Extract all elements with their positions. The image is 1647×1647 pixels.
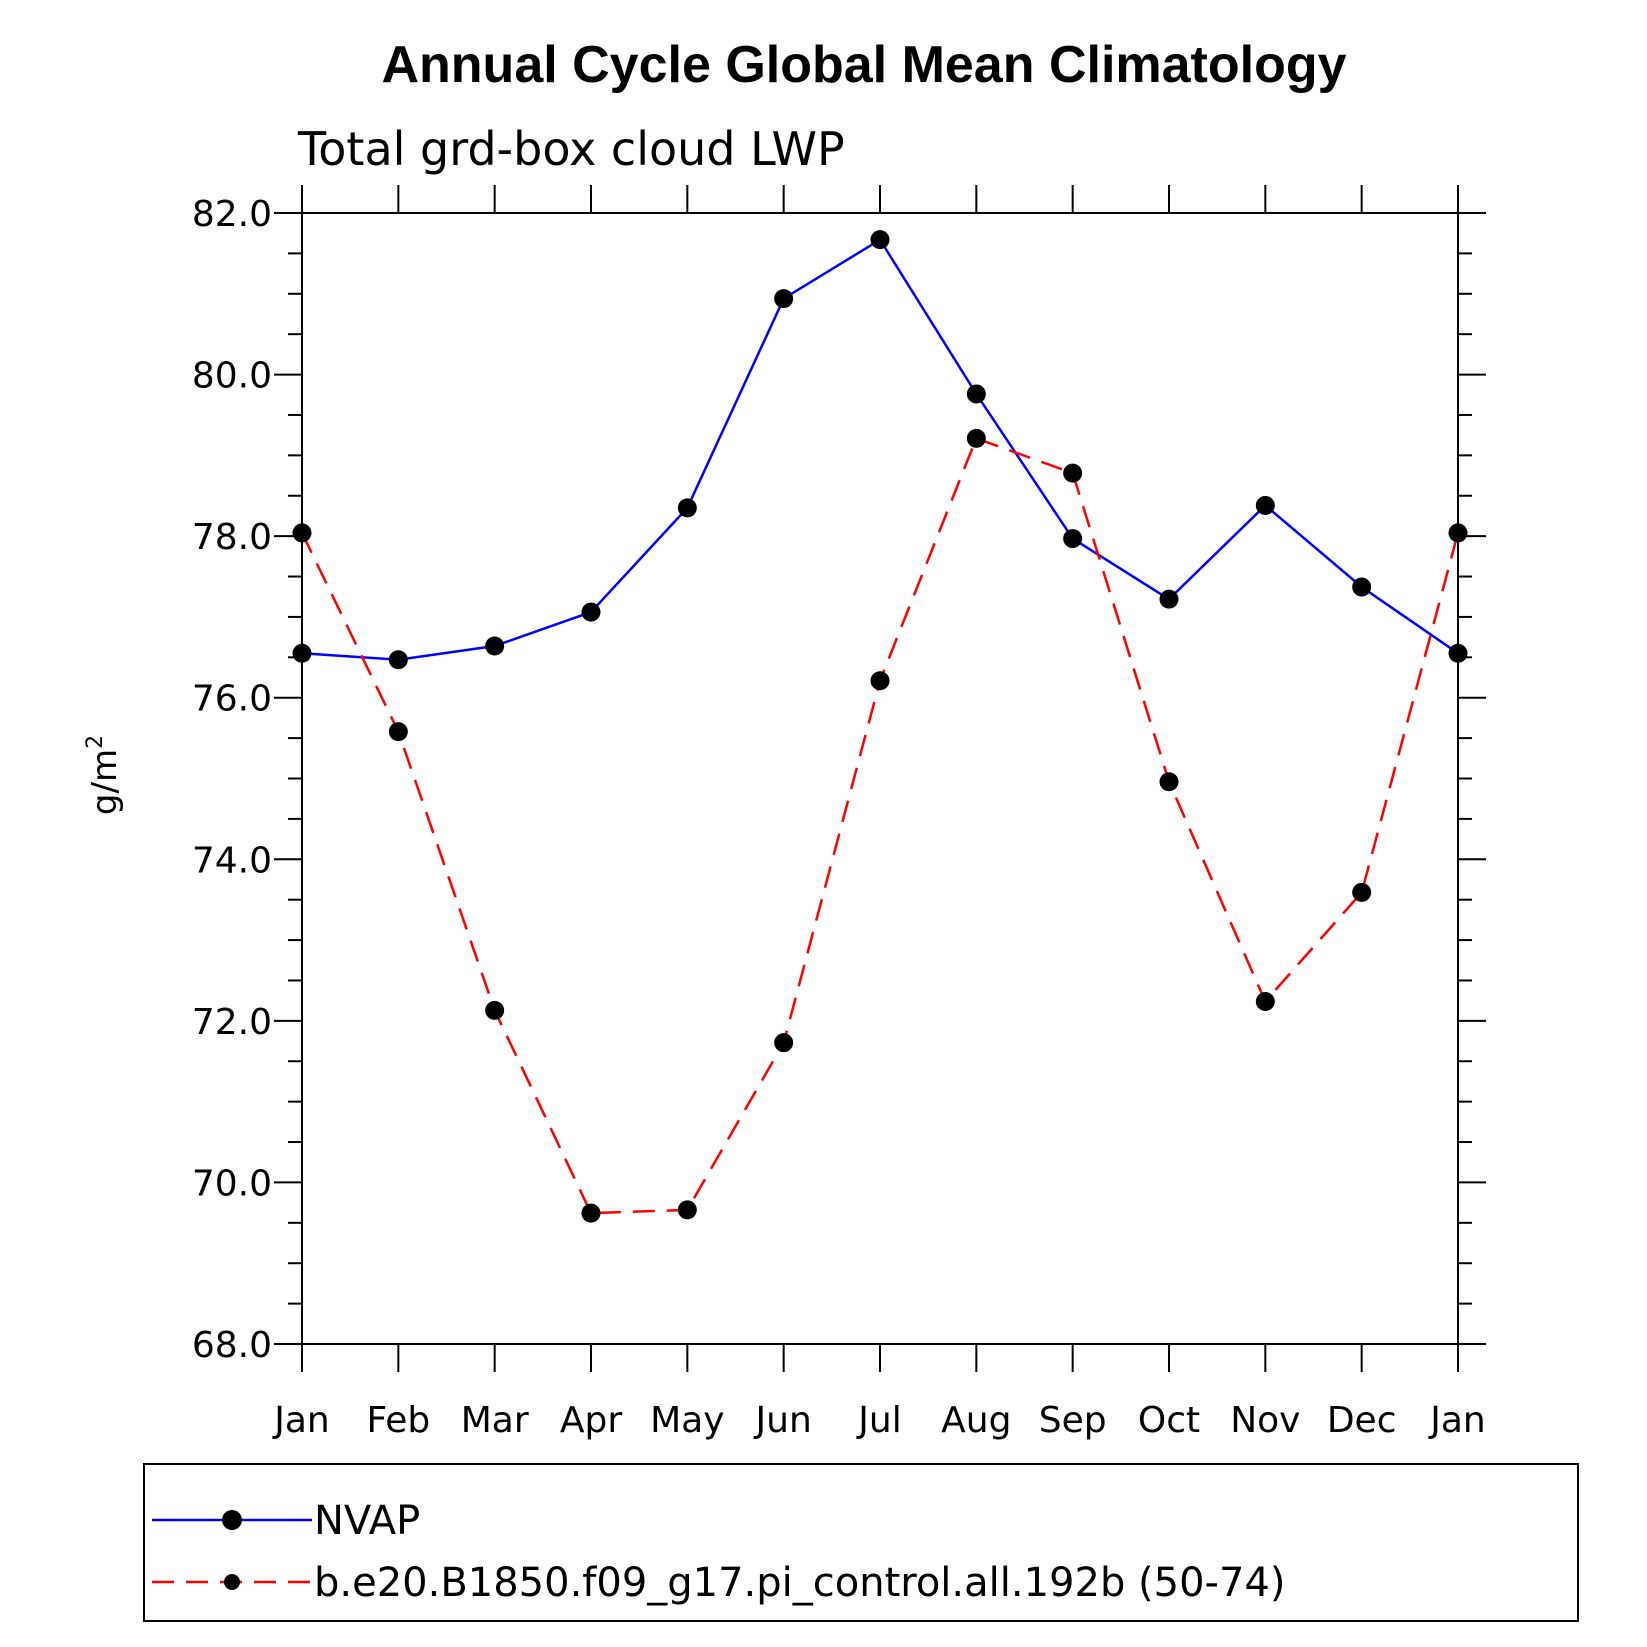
series-1-point	[870, 230, 890, 250]
series-1-point	[292, 643, 312, 663]
y-tick-label: 72.0	[192, 1002, 272, 1043]
series-2-point	[870, 671, 890, 691]
series-2-point	[581, 1203, 601, 1223]
x-tick-label: Apr	[560, 1400, 622, 1441]
series-1-point	[388, 650, 408, 670]
legend-marker-2	[224, 1574, 240, 1590]
legend: NVAP b.e20.B1850.f09_g17.pi_control.all.1…	[143, 1463, 1579, 1622]
y-tick-label: 78.0	[192, 517, 272, 558]
series-2-point	[1352, 882, 1372, 902]
y-tick-label: 76.0	[192, 679, 272, 720]
y-tick-label: 74.0	[192, 840, 272, 881]
svg-text:g/m2: g/m2	[83, 735, 125, 815]
series-2-point	[966, 428, 986, 448]
series-2-point	[1448, 523, 1468, 543]
x-tick-label: Mar	[461, 1400, 529, 1441]
series-1-point	[485, 636, 505, 656]
series-2-point	[677, 1200, 697, 1220]
series-1-point	[1063, 529, 1083, 549]
series-line-1	[301, 237, 1459, 661]
series-2-point	[388, 722, 408, 742]
series-1-point	[1352, 577, 1372, 597]
series-layer	[292, 230, 1468, 1223]
series-line-2	[300, 436, 1460, 1215]
y-tick-label: 80.0	[192, 356, 272, 397]
y-tick-label: 70.0	[192, 1163, 272, 1204]
x-tick-label: May	[650, 1400, 724, 1441]
legend-marker-1	[222, 1510, 242, 1530]
x-tick-label: Feb	[366, 1400, 430, 1441]
y-tick-label: 68.0	[192, 1325, 272, 1366]
legend-label-1: NVAP	[314, 1498, 420, 1544]
series-1-point	[1159, 589, 1179, 609]
legend-label-2: b.e20.B1850.f09_g17.pi_control.all.192b …	[314, 1560, 1285, 1606]
x-tick-label: Jun	[754, 1400, 812, 1441]
x-tick-label: Sep	[1039, 1400, 1107, 1441]
x-tick-label: Jan	[1428, 1400, 1486, 1441]
series-1-point	[1448, 643, 1468, 663]
plot-frame	[301, 212, 1459, 1345]
series-2-point	[1159, 772, 1179, 792]
x-tick-label: Jul	[856, 1400, 901, 1441]
y-axis-label: g/m	[85, 749, 125, 815]
y-axis-title: g/m2	[83, 735, 125, 815]
series-1-point	[581, 602, 601, 622]
series-1-point	[966, 384, 986, 404]
series-2-point	[292, 523, 312, 543]
x-tick-label: Nov	[1230, 1400, 1300, 1441]
series-1-point	[1255, 495, 1275, 515]
series-2-point	[1255, 991, 1275, 1011]
x-tick-label: Jan	[272, 1400, 330, 1441]
x-tick-label: Dec	[1327, 1400, 1397, 1441]
chart-subtitle: Total grd-box cloud LWP	[297, 122, 845, 176]
y-axis-label-superscript: 2	[83, 735, 108, 749]
series-2-point	[774, 1033, 794, 1053]
x-tick-label: Aug	[941, 1400, 1011, 1441]
series-1-point	[774, 289, 794, 309]
legend-box	[143, 1463, 1579, 1622]
series-2-point	[1063, 463, 1083, 483]
plot-axes: 68.0 70.0 72.0 74.0 76.0 78.0 80.0 82.0 Jan Feb Ma…	[192, 185, 1486, 1441]
y-tick-label: 82.0	[192, 194, 272, 235]
series-2-point	[485, 1000, 505, 1020]
chart-title: Annual Cycle Global Mean Climatology	[381, 36, 1346, 94]
series-1-point	[677, 498, 697, 518]
x-tick-label: Oct	[1138, 1400, 1200, 1441]
